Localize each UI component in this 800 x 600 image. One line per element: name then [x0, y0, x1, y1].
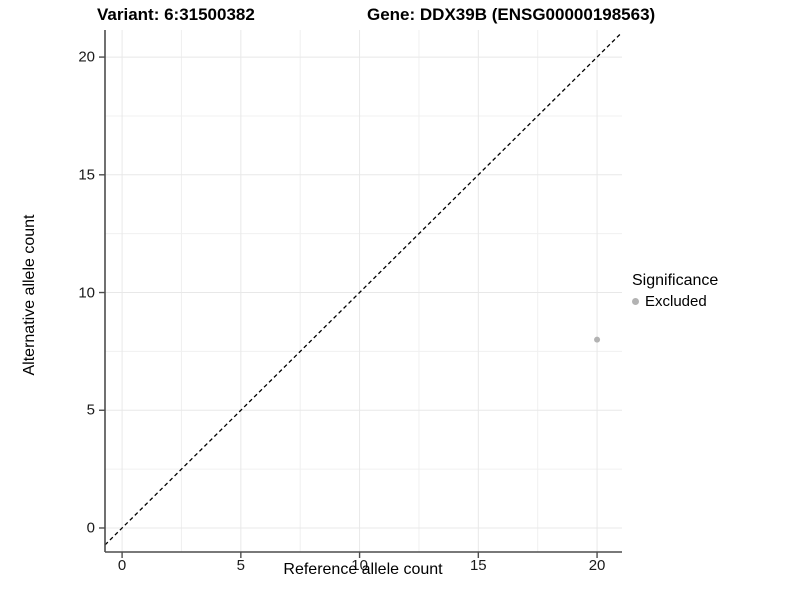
- plot-title-variant: Variant: 6:31500382: [97, 5, 255, 24]
- legend-item-label: Excluded: [645, 293, 707, 310]
- x-tick-label: 15: [469, 557, 487, 574]
- legend-item-excluded: Excluded: [632, 293, 718, 310]
- legend-title: Significance: [632, 272, 719, 289]
- y-axis-title: Alternative allele count: [21, 214, 38, 376]
- x-tick-label: 0: [117, 557, 127, 574]
- x-tick-label: 20: [588, 557, 606, 574]
- y-tick-label: 10: [78, 284, 95, 302]
- y-tick-label: 5: [86, 401, 95, 419]
- x-axis-title: Reference allele count: [283, 561, 443, 578]
- x-tick-label: 10: [351, 557, 368, 574]
- data-point: [594, 336, 601, 343]
- plot-title-gene: Gene: DDX39B (ENSG00000198563): [367, 5, 656, 24]
- x-tick-label: 5: [236, 557, 245, 574]
- legend: Significance Excluded: [632, 272, 718, 310]
- excluded-point-icon: [632, 298, 639, 305]
- y-tick-label: 20: [78, 48, 95, 66]
- y-tick-label: 0: [86, 519, 95, 537]
- y-tick-label: 15: [78, 166, 95, 184]
- identity-line: [104, 31, 623, 546]
